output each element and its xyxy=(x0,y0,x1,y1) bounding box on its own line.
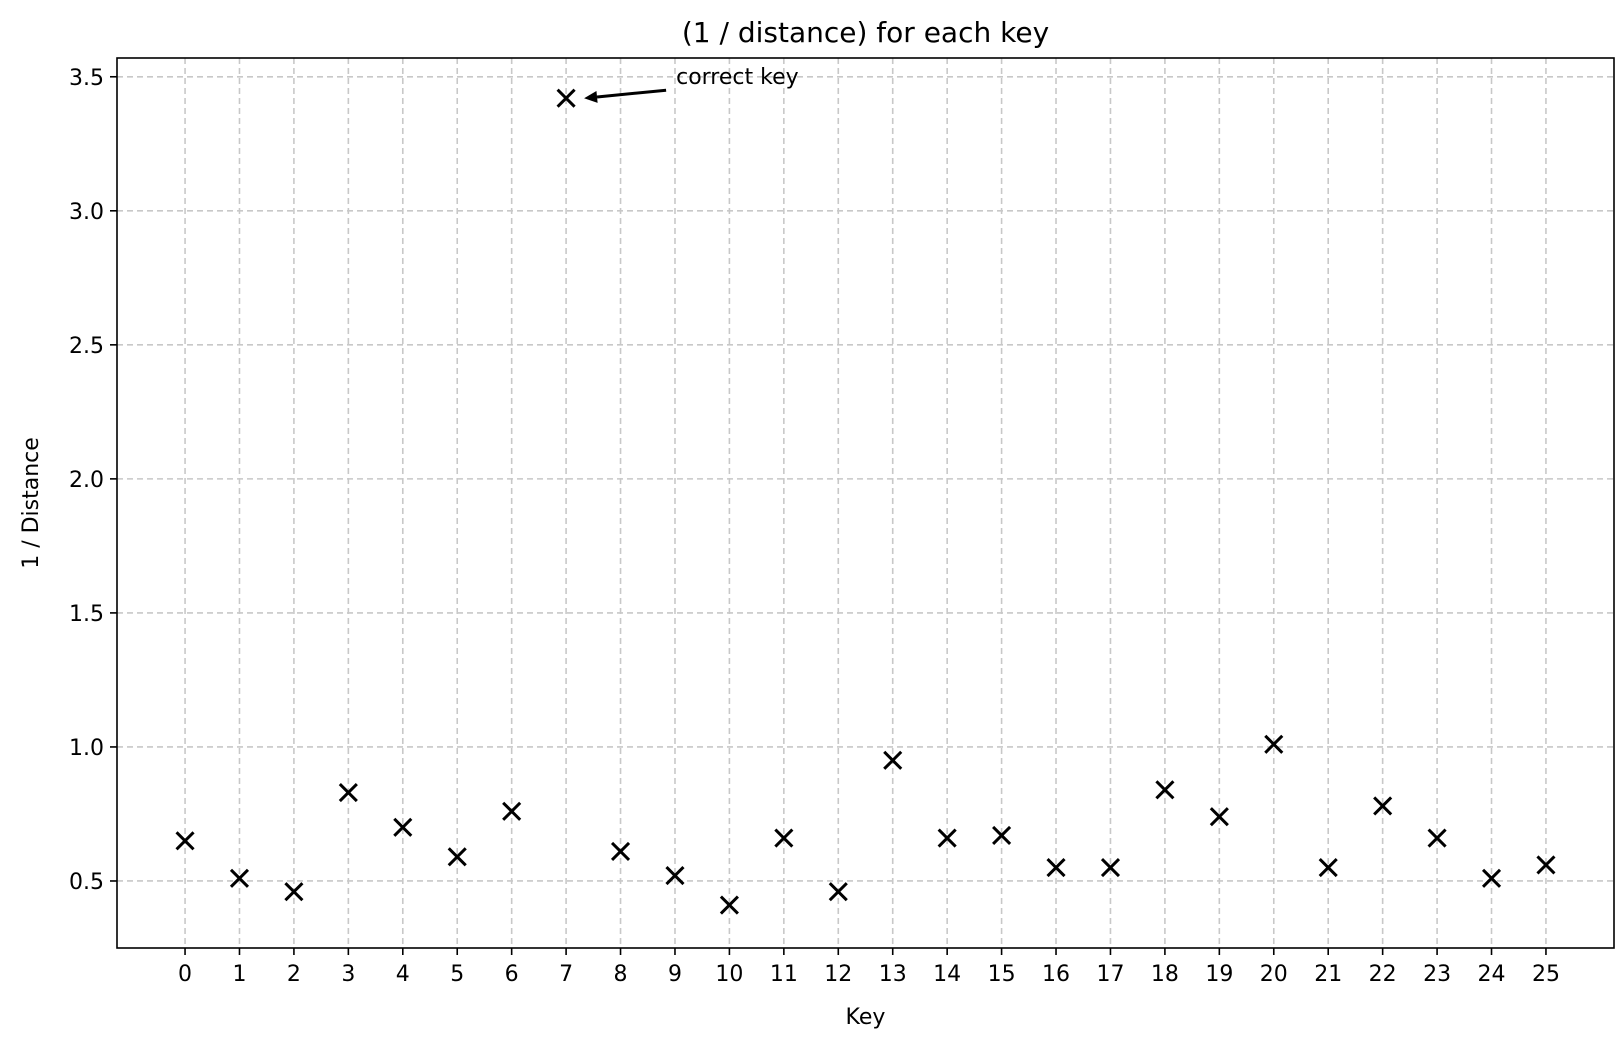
data-points xyxy=(175,88,1556,915)
data-point xyxy=(992,825,1012,845)
marker-stroke xyxy=(175,831,195,851)
marker-stroke xyxy=(828,882,848,902)
marker-stroke xyxy=(1536,855,1556,875)
x-tick-label: 18 xyxy=(1151,962,1179,987)
annotation: correct key xyxy=(584,65,799,103)
marker-stroke xyxy=(774,828,794,848)
x-tick-label: 3 xyxy=(341,962,355,987)
y-tick-label: 1.0 xyxy=(69,736,104,761)
y-axis-label: 1 / Distance xyxy=(19,437,44,569)
data-point xyxy=(1481,868,1502,888)
marker-stroke xyxy=(1318,858,1338,878)
marker-stroke xyxy=(1046,858,1066,878)
x-tick-label: 19 xyxy=(1205,962,1233,987)
marker-stroke xyxy=(1155,780,1175,800)
data-point xyxy=(1155,780,1175,800)
x-tick-label: 8 xyxy=(614,962,628,987)
marker-stroke xyxy=(1100,858,1121,878)
y-tick-label: 0.5 xyxy=(69,870,104,895)
data-point xyxy=(556,88,576,108)
data-point xyxy=(719,895,739,915)
annotation-arrow xyxy=(596,88,667,99)
grid xyxy=(117,58,1614,948)
x-tick-label: 2 xyxy=(287,962,301,987)
data-point xyxy=(1536,855,1556,875)
data-point xyxy=(883,750,903,770)
data-point xyxy=(1427,828,1447,848)
marker-stroke xyxy=(556,88,576,108)
x-tick-label: 21 xyxy=(1314,962,1342,987)
x-tick-label: 7 xyxy=(559,962,573,987)
marker-stroke xyxy=(502,801,522,821)
x-tick-label: 10 xyxy=(715,962,743,987)
marker-stroke xyxy=(393,817,413,837)
x-tick-label: 25 xyxy=(1532,962,1560,987)
y-tick-label: 3.5 xyxy=(69,66,104,91)
x-tick-label: 1 xyxy=(232,962,246,987)
x-tick-label: 15 xyxy=(988,962,1016,987)
data-point xyxy=(447,847,467,867)
y-tick-label: 2.0 xyxy=(69,468,104,493)
marker-stroke xyxy=(610,841,631,862)
annotation-text: correct key xyxy=(676,65,799,90)
chart-title: (1 / distance) for each key xyxy=(682,16,1049,49)
data-point xyxy=(284,882,304,902)
x-tick-label: 22 xyxy=(1369,962,1397,987)
x-tick-label: 4 xyxy=(396,962,410,987)
data-point xyxy=(229,868,250,888)
data-point xyxy=(1318,858,1338,878)
data-point xyxy=(665,866,685,886)
x-tick-label: 12 xyxy=(824,962,852,987)
y-tick-label: 2.5 xyxy=(69,334,104,359)
marker-stroke xyxy=(447,847,467,867)
data-point xyxy=(610,841,631,862)
data-point xyxy=(1209,807,1229,827)
data-point xyxy=(1100,858,1121,878)
data-point xyxy=(338,782,358,803)
data-point xyxy=(937,828,957,848)
marker-stroke xyxy=(1373,796,1393,816)
marker-stroke xyxy=(229,868,250,888)
x-axis-label: Key xyxy=(846,1005,886,1030)
data-point xyxy=(774,828,794,848)
marker-stroke xyxy=(1264,734,1284,754)
x-tick-label: 5 xyxy=(450,962,464,987)
data-point xyxy=(502,801,522,821)
x-tick-label: 16 xyxy=(1042,962,1070,987)
x-tick-label: 17 xyxy=(1096,962,1124,987)
annotation-arrow-head xyxy=(584,90,598,103)
y-tick-label: 3.0 xyxy=(69,200,104,225)
x-tick-label: 23 xyxy=(1423,962,1451,987)
x-tick-label: 14 xyxy=(933,962,961,987)
marker-stroke xyxy=(1209,807,1229,827)
marker-stroke xyxy=(284,882,304,902)
x-tick-label: 20 xyxy=(1260,962,1288,987)
marker-stroke xyxy=(338,782,358,803)
x-tick-label: 6 xyxy=(505,962,519,987)
x-tick-label: 9 xyxy=(668,962,682,987)
y-tick-label: 1.5 xyxy=(69,602,104,627)
data-point xyxy=(828,882,848,902)
x-tick-label: 0 xyxy=(178,962,192,987)
x-tick-label: 11 xyxy=(770,962,798,987)
data-point xyxy=(1264,734,1284,754)
marker-stroke xyxy=(665,866,685,886)
data-point xyxy=(393,817,413,837)
data-point xyxy=(1373,796,1393,816)
x-tick-label: 24 xyxy=(1478,962,1506,987)
marker-stroke xyxy=(992,825,1012,845)
marker-stroke xyxy=(937,828,957,848)
plot-frame xyxy=(116,57,1615,949)
marker-stroke xyxy=(1427,828,1447,848)
marker-stroke xyxy=(1481,868,1502,888)
data-point xyxy=(175,831,195,851)
x-tick-label: 13 xyxy=(879,962,907,987)
data-point xyxy=(1046,858,1066,878)
axis-ticks: 0 1 2 3 4 5 6 7 8 9 10 11 12 13 14 15 16 17 18 19 20 21 22 23 24… xyxy=(69,66,1560,987)
marker-stroke xyxy=(883,750,903,770)
marker-stroke xyxy=(719,895,739,915)
